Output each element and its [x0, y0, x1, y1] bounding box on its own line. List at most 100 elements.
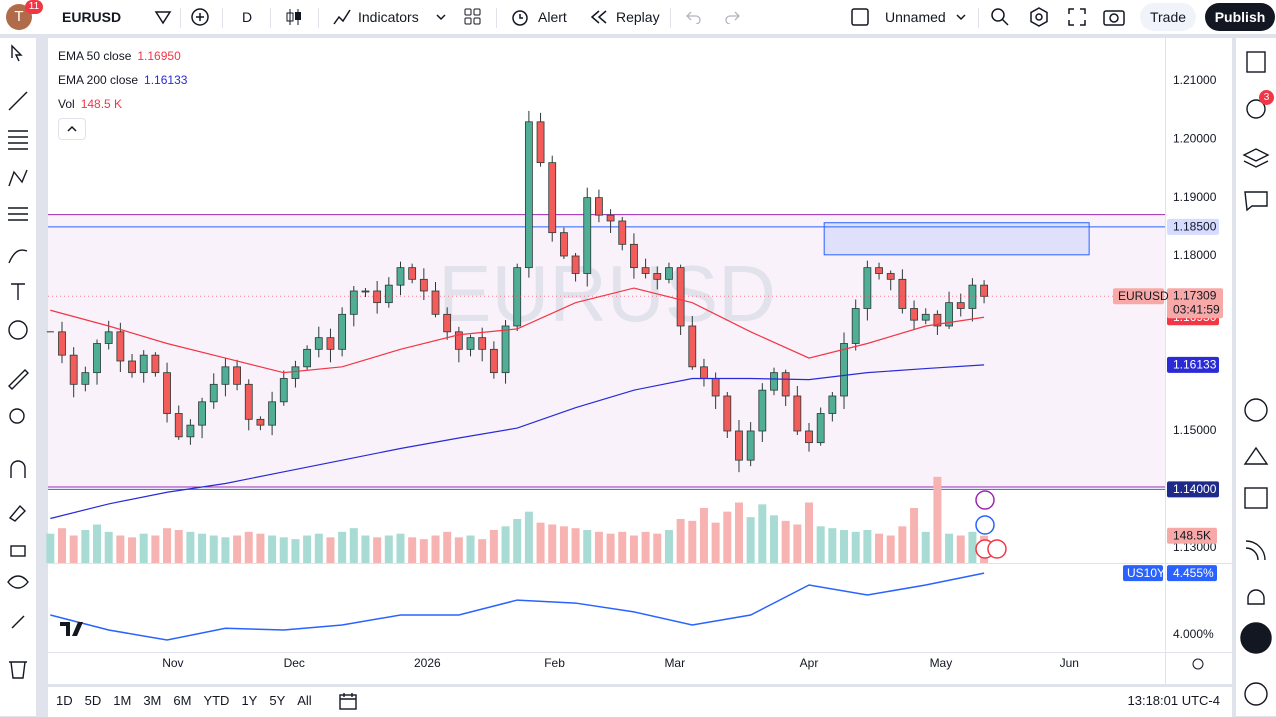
- trendline-tool[interactable]: [8, 91, 28, 111]
- link-tool[interactable]: [11, 615, 25, 629]
- candle-body: [945, 302, 953, 327]
- volume-tag-bg: [1167, 527, 1217, 544]
- alerts-icon[interactable]: [1246, 99, 1266, 119]
- volume-bar: [233, 535, 242, 563]
- range-button[interactable]: All: [297, 693, 312, 708]
- settings-icon[interactable]: [1029, 7, 1049, 27]
- alert-button[interactable]: Alert: [538, 9, 567, 25]
- hide-tool[interactable]: [7, 575, 29, 589]
- time-tick-label: Feb: [544, 656, 565, 670]
- candle-body: [373, 290, 382, 304]
- candle-body: [69, 354, 78, 385]
- calendar-icon[interactable]: [1244, 487, 1268, 509]
- range-button[interactable]: 1M: [113, 693, 132, 708]
- apps-icon[interactable]: [1240, 622, 1272, 654]
- indicators-icon[interactable]: [332, 7, 352, 27]
- volume-bar: [291, 539, 300, 563]
- help-icon[interactable]: [1244, 682, 1268, 706]
- chart-panel: [48, 38, 1232, 684]
- us10y-name-bg: [1123, 565, 1163, 582]
- magnet-tool[interactable]: [10, 460, 26, 478]
- templates-icon[interactable]: [464, 8, 482, 26]
- volume-bar: [303, 535, 312, 563]
- interval[interactable]: D: [242, 9, 253, 25]
- undo-icon[interactable]: [686, 10, 702, 24]
- legend-ema200[interactable]: EMA 200 close 1.16133: [58, 73, 187, 87]
- measure-tool[interactable]: [8, 369, 29, 390]
- alert-icon[interactable]: [510, 7, 530, 27]
- publish-button[interactable]: Publish: [1205, 3, 1275, 31]
- volume-bar: [816, 526, 825, 563]
- legend-ema50[interactable]: EMA 50 close 1.16950: [58, 49, 181, 63]
- brush-tool[interactable]: [8, 249, 28, 264]
- volume-bar: [501, 526, 510, 563]
- snapshot-icon[interactable]: [1103, 7, 1125, 27]
- volume-bar: [46, 533, 55, 563]
- candle-body: [128, 360, 136, 374]
- candle-body: [361, 290, 370, 293]
- legend-volume[interactable]: Vol 148.5 K: [58, 97, 122, 111]
- replay-icon[interactable]: [590, 9, 608, 25]
- range-button[interactable]: 5D: [84, 693, 102, 708]
- symbol[interactable]: EURUSD: [62, 9, 122, 25]
- volume-bar: [769, 515, 778, 563]
- text-tool[interactable]: [11, 283, 25, 300]
- pine-icon[interactable]: [1243, 446, 1269, 465]
- search-icon[interactable]: [990, 7, 1010, 27]
- range-button[interactable]: YTD: [203, 693, 230, 708]
- layers-icon[interactable]: [1242, 148, 1270, 168]
- goto-date-icon[interactable]: [338, 691, 360, 711]
- clock[interactable]: 13:18:01 UTC-4: [1127, 693, 1221, 708]
- trash-tool[interactable]: [9, 661, 27, 679]
- replay-button[interactable]: Replay: [616, 9, 660, 25]
- us10y-last: 4.455%: [1173, 566, 1214, 580]
- range-button[interactable]: 6M: [173, 693, 192, 708]
- chevron[interactable]: [956, 12, 966, 22]
- time-axis-settings[interactable]: [1192, 658, 1204, 670]
- volume-bar: [326, 537, 335, 563]
- candle-body: [174, 413, 183, 438]
- range-button[interactable]: 5Y: [269, 693, 286, 708]
- lock-tool[interactable]: [10, 545, 26, 557]
- indicators-button[interactable]: Indicators: [358, 9, 419, 25]
- candle-body: [559, 232, 568, 257]
- notifications-icon[interactable]: [1247, 589, 1265, 605]
- tv-logo-mark: [60, 622, 83, 636]
- separator: [180, 8, 181, 28]
- zoom-tool[interactable]: [9, 408, 25, 424]
- emoji-tool[interactable]: [8, 320, 28, 340]
- fullscreen-icon[interactable]: [1067, 7, 1087, 27]
- trade-button[interactable]: Trade: [1140, 3, 1196, 31]
- news-icon[interactable]: [1245, 540, 1266, 561]
- redo-icon[interactable]: [724, 10, 740, 24]
- candle-body: [303, 348, 312, 368]
- range-button[interactable]: 1D: [56, 693, 73, 708]
- volume-bar: [653, 533, 662, 563]
- compare-icon[interactable]: [190, 7, 210, 27]
- ideas-icon[interactable]: [1244, 398, 1268, 422]
- stay-drawing-tool[interactable]: [8, 504, 26, 522]
- symbol-flag-icon[interactable]: [154, 9, 172, 25]
- candle-style-icon[interactable]: [284, 7, 304, 27]
- candle-body: [268, 401, 277, 426]
- candle-body: [933, 313, 942, 327]
- pattern-tool[interactable]: [8, 169, 28, 187]
- layout-name[interactable]: Unnamed: [885, 9, 946, 25]
- layout-icon[interactable]: [850, 7, 870, 27]
- cursor-tool[interactable]: [11, 44, 23, 62]
- chevron[interactable]: [436, 12, 446, 22]
- candle-body: [595, 197, 603, 216]
- watchlist-icon[interactable]: [1246, 51, 1266, 73]
- range-button[interactable]: 1Y: [241, 693, 258, 708]
- range-button[interactable]: 3M: [143, 693, 162, 708]
- chat-icon[interactable]: [1244, 191, 1268, 212]
- candle-body: [536, 121, 545, 164]
- fib-tool[interactable]: [8, 130, 28, 150]
- volume-bar: [209, 535, 218, 563]
- candle-body: [221, 366, 230, 385]
- drawing-tools: [7, 44, 29, 679]
- legend-collapse[interactable]: [58, 118, 86, 140]
- forecast-tool[interactable]: [8, 207, 28, 221]
- time-tick-label: Mar: [664, 656, 685, 670]
- right-sidebar: 3: [1236, 38, 1276, 716]
